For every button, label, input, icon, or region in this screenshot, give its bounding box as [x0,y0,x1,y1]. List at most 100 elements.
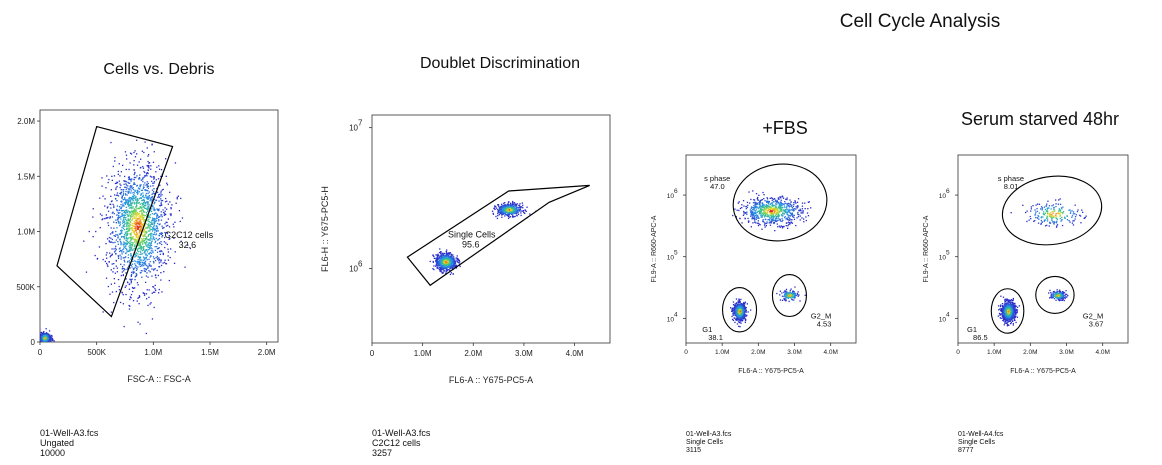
event-dot [153,217,156,220]
event-dot [503,202,505,204]
event-dot [107,181,109,184]
event-dot [788,205,790,207]
event-dot [127,185,129,187]
event-dot [738,303,740,305]
event-dot [500,210,502,212]
event-dot [122,227,125,230]
event-dot [447,263,449,265]
event-dot [438,263,440,265]
event-dot [740,317,742,319]
event-dot [118,285,120,288]
event-dot [521,202,523,204]
event-dot [147,216,149,218]
event-dot [139,244,142,246]
event-dot [102,195,104,197]
event-dot [164,210,166,212]
event-dot [134,195,136,197]
event-dot [138,295,141,297]
event-dot [146,172,148,174]
event-dot [757,196,759,199]
event-dot [507,209,509,211]
event-dot [757,224,760,227]
event-dot [740,298,742,301]
event-dot [160,264,163,267]
event-dot [139,207,141,209]
event-dot [510,204,512,206]
event-dot [147,185,149,187]
event-dot [113,213,115,215]
event-dot [768,201,770,204]
event-dot [454,263,456,265]
event-dot [140,166,142,169]
event-dot [115,234,117,236]
gate-name: C2C12 cells [165,230,214,240]
event-dot [135,227,137,229]
event-dot [137,221,139,223]
event-dot [739,309,742,311]
event-dot [789,215,791,217]
event-dot [135,226,137,228]
event-dot [151,205,153,207]
event-dot [519,205,521,207]
event-dot [503,204,505,206]
event-dot [150,238,152,240]
event-dot [126,243,129,245]
event-dot [143,237,145,240]
event-dot [788,300,790,303]
event-dot [437,254,440,257]
event-dot [739,314,741,316]
event-dot [459,261,461,263]
event-dot [780,214,783,216]
event-dot [145,214,147,217]
event-dot [437,255,439,257]
event-dot [116,267,118,269]
event-dot [102,258,104,261]
event-dot [733,305,736,307]
event-dot [136,250,139,252]
event-dot [125,194,127,196]
event-dot [757,198,759,201]
event-dot [735,306,737,309]
event-dot [149,185,152,187]
event-dot [784,290,787,293]
event-dot [127,222,129,224]
event-dot [437,253,439,255]
event-dot [145,174,148,176]
event-dot [522,204,524,206]
event-dot [136,185,138,187]
event-dot [149,233,151,235]
event-dot [146,231,148,233]
event-dot [134,227,136,230]
event-dot [140,158,142,160]
event-dot [167,248,169,250]
event-dot [772,222,775,224]
event-dot [146,175,148,177]
event-dot [442,256,444,258]
event-dot [138,188,140,190]
event-dot [793,216,795,218]
event-dot [791,213,794,215]
event-dot [770,222,772,224]
event-dot [138,247,140,249]
event-dot [793,214,795,216]
event-dot [759,199,762,202]
event-dot [154,268,156,270]
event-dot [136,228,139,230]
event-dot [125,168,127,171]
event-dot [108,241,111,243]
event-dot [447,256,449,258]
event-dot [51,344,52,345]
event-dot [127,221,129,223]
event-dot [456,257,458,259]
event-dot [752,206,754,209]
event-dot [158,193,160,196]
event-dot [760,214,762,216]
event-dot [159,223,161,225]
event-dot [758,217,760,219]
event-dot [740,316,742,318]
event-dot [453,259,455,261]
event-dot [149,248,151,250]
event-dot [46,335,48,337]
event-dot [763,194,765,196]
